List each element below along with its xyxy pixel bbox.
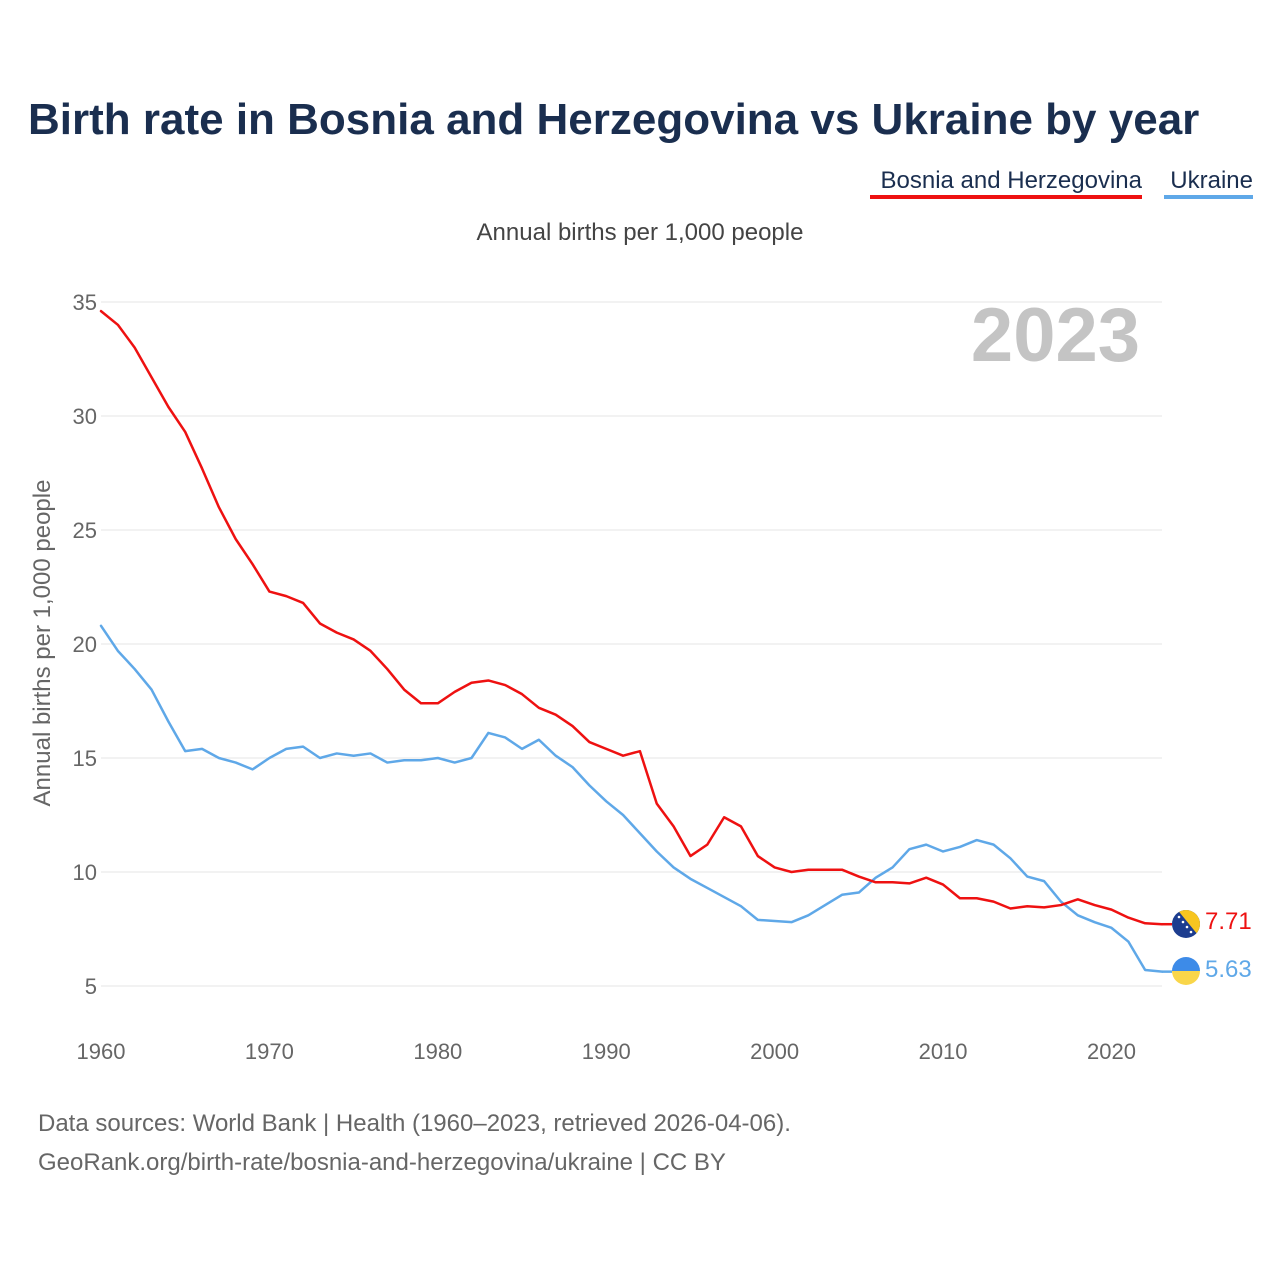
- bosnia-flag-icon: [1172, 910, 1200, 938]
- end-marker-ukraine: 5.63: [1172, 956, 1252, 985]
- x-tick-label: 2000: [750, 1039, 799, 1064]
- x-tick-label: 2010: [919, 1039, 968, 1064]
- x-tick-label: 1980: [413, 1039, 462, 1064]
- source-line-1: Data sources: World Bank | Health (1960–…: [38, 1110, 791, 1137]
- x-axis-ticks: 1960 1970 1980 1990 2000 2010 2020: [77, 1039, 1136, 1064]
- end-value-bosnia: 7.71: [1205, 908, 1252, 935]
- y-axis-ticks: 5 10 15 20 25 30 35: [73, 290, 97, 999]
- x-tick-label: 1970: [245, 1039, 294, 1064]
- year-watermark: 2023: [971, 293, 1140, 378]
- series-line-ukraine[interactable]: [99, 624, 1164, 973]
- legend: Bosnia and Herzegovina Ukraine: [870, 167, 1253, 199]
- legend-item-bosnia[interactable]: Bosnia and Herzegovina: [870, 167, 1143, 199]
- grid: [101, 301, 1162, 987]
- y-tick-label: 25: [73, 518, 97, 543]
- legend-label-bosnia[interactable]: Bosnia and Herzegovina: [880, 167, 1142, 194]
- y-axis-label: Annual births per 1,000 people: [29, 480, 56, 807]
- legend-item-ukraine[interactable]: Ukraine: [1164, 167, 1253, 199]
- chart-title: Birth rate in Bosnia and Herzegovina vs …: [28, 95, 1199, 144]
- y-tick-label: 30: [73, 404, 97, 429]
- chart-subtitle: Annual births per 1,000 people: [477, 219, 804, 246]
- source-line-2[interactable]: GeoRank.org/birth-rate/bosnia-and-herzeg…: [38, 1149, 726, 1176]
- y-tick-label: 15: [73, 746, 97, 771]
- legend-label-ukraine[interactable]: Ukraine: [1170, 167, 1253, 194]
- x-tick-label: 1990: [582, 1039, 631, 1064]
- series-line-bosnia[interactable]: [99, 309, 1164, 926]
- x-tick-label: 2020: [1087, 1039, 1136, 1064]
- x-tick-label: 1960: [77, 1039, 126, 1064]
- series-lines: [99, 309, 1172, 973]
- ukraine-flag-icon: [1172, 957, 1200, 985]
- end-marker-bosnia: 7.71: [1172, 908, 1252, 938]
- y-tick-label: 10: [73, 860, 97, 885]
- y-tick-label: 20: [73, 632, 97, 657]
- end-value-ukraine: 5.63: [1205, 956, 1252, 983]
- y-tick-label: 35: [73, 290, 97, 315]
- y-tick-label: 5: [85, 974, 97, 999]
